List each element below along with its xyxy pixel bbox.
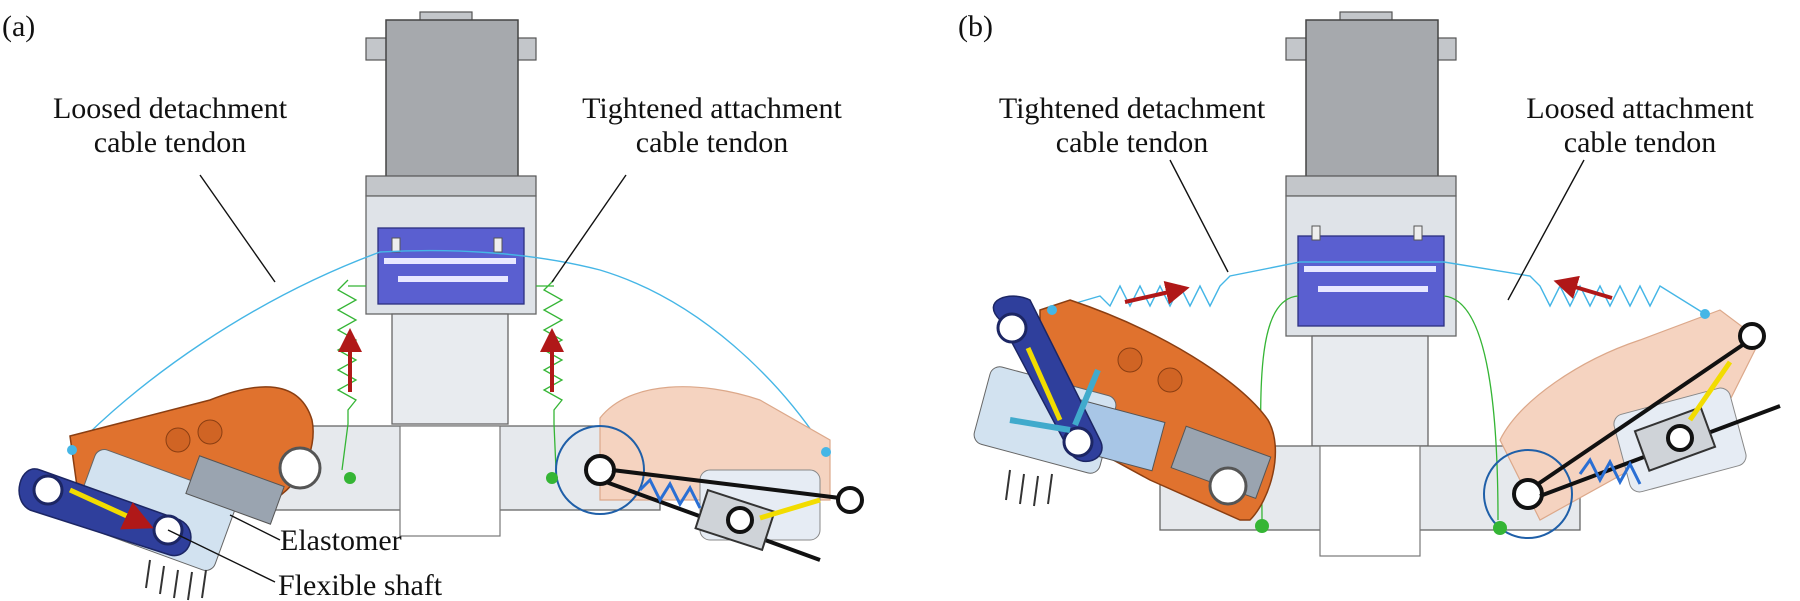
- panel-b-motor: [1285, 11, 1457, 197]
- panel-b-left-callout-line1: Tightened detachment: [999, 92, 1266, 125]
- panel-b-right-finger: [1483, 309, 1781, 539]
- panel-a-flexible-shaft-label: Flexible shaft: [278, 569, 443, 601]
- panel-b-right-callout-line1: Loosed attachment: [1526, 92, 1754, 125]
- panel-a-spring-left: [336, 279, 358, 471]
- panel-b-left-finger: [973, 295, 1277, 533]
- panel-a-detachment-cable: [71, 249, 827, 453]
- panel-a-motor: [365, 11, 537, 197]
- panel-a: (a): [2, 10, 864, 601]
- panel-a-left-callout-line1: Loosed detachment: [53, 92, 288, 125]
- panel-a-slider: [377, 227, 525, 305]
- panel-b-attachment-cable-right: [1443, 295, 1499, 521]
- panel-b-red-arrow-right: [1553, 275, 1613, 300]
- panel-b: (b): [958, 10, 1781, 557]
- panel-a-right-callout-line1: Tightened attachment: [582, 92, 842, 125]
- panel-b-detachment-cable: [1051, 261, 1706, 315]
- panel-b-left-callout-line2: cable tendon: [1056, 126, 1208, 159]
- panel-a-left-finger: [18, 386, 356, 601]
- panel-b-slider: [1297, 225, 1445, 327]
- panel-a-left-callout-line2: cable tendon: [94, 126, 246, 159]
- panel-b-label: (b): [958, 10, 993, 43]
- panel-a-elastomer-label: Elastomer: [280, 524, 402, 557]
- panel-a-right-finger: [546, 386, 864, 562]
- panel-a-right-callout-line2: cable tendon: [636, 126, 788, 159]
- panel-b-right-callout-line2: cable tendon: [1564, 126, 1716, 159]
- panel-a-label: (a): [2, 10, 35, 43]
- panel-b-red-arrow-left: [1124, 280, 1190, 305]
